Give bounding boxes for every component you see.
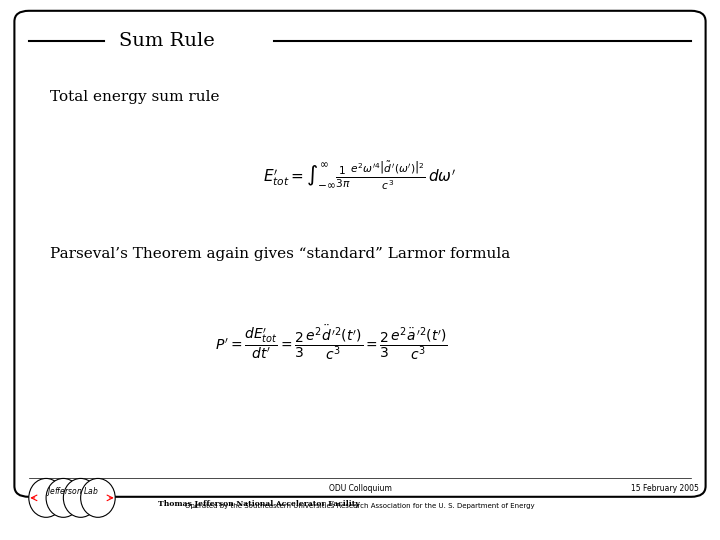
Ellipse shape [81, 478, 115, 517]
Text: Operated by the Southeastern Universities Research Association for the U. S. Dep: Operated by the Southeastern Universitie… [185, 503, 535, 509]
Text: $P^{\prime} = \dfrac{dE^{\prime}_{tot}}{dt^{\prime}} = \dfrac{2}{3} \dfrac{e^2 \: $P^{\prime} = \dfrac{dE^{\prime}_{tot}}{… [215, 323, 448, 362]
Text: Thomas Jefferson National Accelerator Facility: Thomas Jefferson National Accelerator Fa… [158, 501, 360, 508]
Text: Parseval’s Theorem again gives “standard” Larmor formula: Parseval’s Theorem again gives “standard… [50, 247, 510, 261]
FancyBboxPatch shape [14, 11, 706, 497]
Ellipse shape [46, 478, 81, 517]
Ellipse shape [29, 478, 63, 517]
Ellipse shape [63, 478, 98, 517]
Text: Total energy sum rule: Total energy sum rule [50, 90, 220, 104]
Text: ODU Colloquium: ODU Colloquium [328, 484, 392, 493]
Text: $\mathit{Jefferson\ Lab}$: $\mathit{Jefferson\ Lab}$ [45, 485, 99, 498]
Text: $E^{\prime}_{tot} = \int_{-\infty}^{\infty} \frac{1}{3\pi}\frac{e^2 \omega^{\pri: $E^{\prime}_{tot} = \int_{-\infty}^{\inf… [264, 159, 456, 192]
Text: 15 February 2005: 15 February 2005 [631, 484, 698, 493]
Text: Sum Rule: Sum Rule [119, 31, 215, 50]
